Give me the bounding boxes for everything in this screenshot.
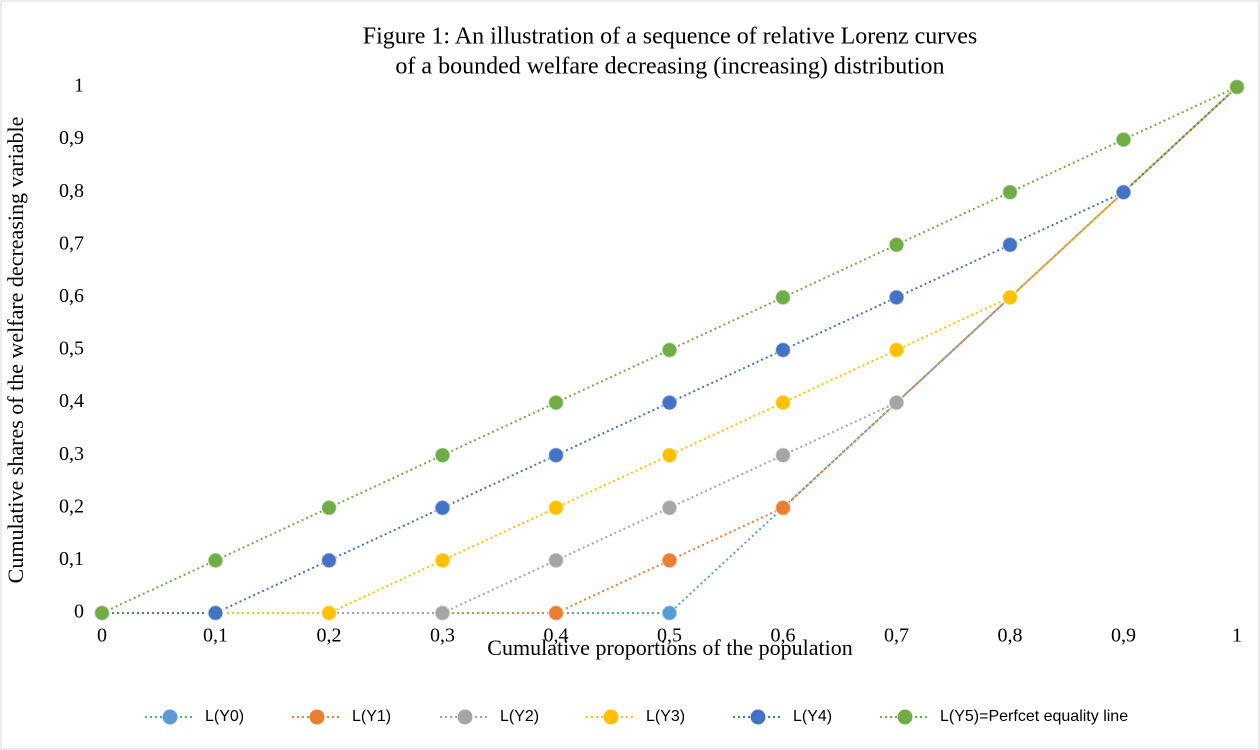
y-tick-label: 0,5 bbox=[59, 338, 84, 360]
series-line bbox=[102, 86, 1238, 614]
series-marker bbox=[547, 499, 565, 517]
series-marker bbox=[320, 552, 338, 569]
series-marker bbox=[320, 499, 338, 517]
series-marker bbox=[1001, 289, 1019, 306]
y-tick-label: 0,8 bbox=[59, 180, 84, 202]
y-axis-label: Cumulative shares of the welfare decreas… bbox=[3, 117, 28, 584]
x-tick-label: 0,8 bbox=[998, 625, 1023, 647]
y-tick-label: 0,9 bbox=[59, 127, 84, 149]
series-marker bbox=[774, 341, 792, 359]
x-tick-label: 0,1 bbox=[203, 625, 228, 647]
y-tick-label: 0,2 bbox=[59, 495, 84, 517]
series-marker bbox=[888, 236, 905, 254]
legend-marker bbox=[162, 709, 178, 725]
series-marker bbox=[434, 499, 451, 517]
series-marker bbox=[320, 604, 338, 622]
series-marker bbox=[1115, 131, 1132, 148]
legend-label: L(Y4) bbox=[793, 708, 832, 725]
legend-marker bbox=[457, 709, 473, 725]
legend-label: L(Y1) bbox=[352, 708, 391, 725]
series-marker bbox=[774, 446, 792, 464]
series-marker bbox=[434, 604, 451, 622]
legend-marker bbox=[309, 709, 325, 725]
x-tick-label: 0,5 bbox=[657, 625, 682, 647]
series-marker bbox=[434, 446, 451, 464]
y-tick-label: 0,7 bbox=[59, 232, 84, 254]
x-tick-label: 0 bbox=[97, 625, 107, 647]
series-marker bbox=[888, 394, 905, 411]
series-marker bbox=[888, 341, 905, 359]
x-tick-label: 0,2 bbox=[317, 625, 342, 647]
series-marker bbox=[547, 604, 565, 622]
legend-marker bbox=[750, 709, 766, 725]
series-marker bbox=[547, 446, 565, 464]
legend-marker bbox=[603, 709, 619, 725]
series-marker bbox=[434, 552, 451, 569]
series-marker bbox=[547, 394, 565, 411]
legend-label: L(Y5)=Perfcet equality line bbox=[940, 708, 1128, 725]
x-tick-label: 0,6 bbox=[771, 625, 796, 647]
legend-marker bbox=[897, 709, 913, 725]
legend-label: L(Y2) bbox=[500, 708, 539, 725]
legend-label: L(Y0) bbox=[205, 708, 244, 725]
series-marker bbox=[1001, 183, 1019, 201]
series-marker bbox=[207, 552, 224, 569]
y-tick-label: 0 bbox=[74, 601, 84, 623]
x-tick-label: 0,7 bbox=[884, 625, 909, 647]
series-marker bbox=[661, 552, 678, 569]
chart-title: of a bounded welfare decreasing (increas… bbox=[395, 54, 944, 80]
y-tick-label: 0,1 bbox=[59, 548, 84, 570]
x-tick-label: 1 bbox=[1232, 625, 1242, 647]
series-marker bbox=[888, 289, 905, 306]
series-marker bbox=[1228, 78, 1246, 96]
series-marker bbox=[661, 394, 678, 411]
series-marker bbox=[661, 446, 678, 464]
series-marker bbox=[774, 499, 792, 517]
series-marker bbox=[547, 552, 565, 569]
series-marker bbox=[661, 499, 678, 517]
series-line bbox=[102, 86, 1238, 614]
x-tick-label: 0,4 bbox=[544, 625, 569, 647]
series-marker bbox=[1001, 236, 1019, 254]
x-tick-label: 0,3 bbox=[430, 625, 455, 647]
y-tick-label: 1 bbox=[74, 75, 84, 97]
series-marker bbox=[93, 604, 111, 622]
x-tick-label: 0,9 bbox=[1111, 625, 1136, 647]
series-marker bbox=[774, 289, 792, 306]
series-marker bbox=[661, 604, 678, 622]
y-tick-label: 0,6 bbox=[59, 285, 84, 307]
series-marker bbox=[1115, 183, 1132, 201]
series-marker bbox=[207, 604, 224, 622]
y-tick-label: 0,3 bbox=[59, 443, 84, 465]
legend-label: L(Y3) bbox=[646, 708, 685, 725]
x-axis-label: Cumulative proportions of the population bbox=[487, 635, 852, 660]
series-marker bbox=[661, 341, 678, 359]
chart-title: Figure 1: An illustration of a sequence … bbox=[363, 24, 977, 50]
y-tick-label: 0,4 bbox=[59, 390, 84, 412]
series-marker bbox=[774, 394, 792, 411]
